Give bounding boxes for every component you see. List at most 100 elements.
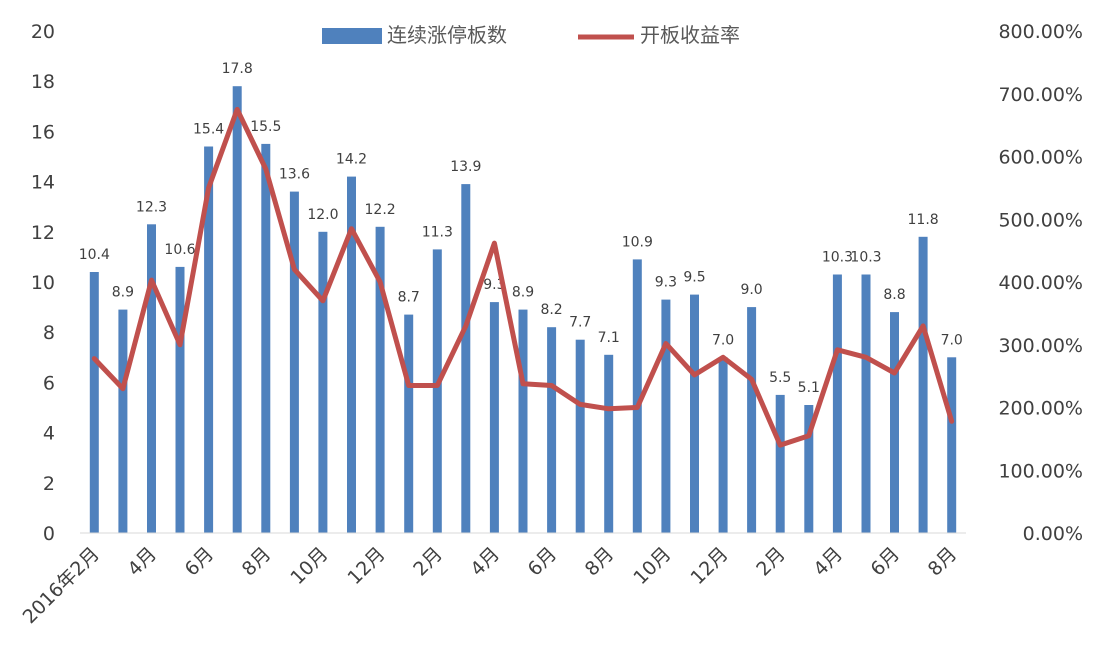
bar <box>432 249 442 533</box>
bar <box>489 302 499 533</box>
left-axis-tick-label: 14 <box>31 172 55 194</box>
bar-value-label: 10.9 <box>622 234 653 250</box>
bar-value-label: 7.1 <box>598 330 620 346</box>
left-axis-tick-label: 4 <box>43 423 55 445</box>
left-axis-tick-label: 0 <box>43 523 55 545</box>
x-axis-tick-label: 6月 <box>866 543 904 581</box>
right-axis-tick-label: 100.00% <box>998 460 1083 482</box>
bar <box>347 176 356 533</box>
x-axis-tick-label: 10月 <box>286 543 332 589</box>
x-axis-tick-label: 4月 <box>809 543 847 581</box>
bar <box>147 224 156 534</box>
right-axis-tick-label: 400.00% <box>998 272 1083 294</box>
bar-value-label: 8.2 <box>540 302 562 318</box>
bar <box>661 299 671 533</box>
bar <box>547 327 557 533</box>
bar-value-label: 10.4 <box>79 247 110 263</box>
x-axis-tick-label: 8月 <box>238 543 276 581</box>
bar-value-label: 5.1 <box>798 380 820 396</box>
x-axis: 2016年2月 4月 6月 8月 10月 12月 2月 4月 6月 8月 10月 12月 2月 4月 6月 8… <box>19 532 966 628</box>
bar <box>118 309 128 533</box>
x-axis-tick-label: 4月 <box>466 543 504 581</box>
x-axis-tick-label: 2月 <box>752 543 790 581</box>
bar-value-label: 8.9 <box>112 285 134 301</box>
bar <box>318 231 328 534</box>
right-axis-tick-label: 600.00% <box>998 147 1083 169</box>
legend: 连续涨停板数 开板收益率 <box>322 23 740 47</box>
line-series <box>91 106 955 448</box>
x-axis-tick-label: 10月 <box>629 543 675 589</box>
legend-label-bar: 连续涨停板数 <box>387 23 507 47</box>
bar-value-label: 15.4 <box>193 122 224 138</box>
bar-value-label: 8.7 <box>398 290 420 306</box>
bar-value-label: 7.7 <box>569 315 591 331</box>
bar <box>518 309 528 533</box>
bar-value-label: 12.2 <box>365 202 396 218</box>
right-axis: 0.00% 100.00% 200.00% 300.00% 400.00% 500.00%… <box>998 21 1083 545</box>
bar <box>747 307 757 533</box>
bar <box>404 314 414 533</box>
bar-value-label: 15.5 <box>250 119 281 135</box>
x-axis-tick-label: 4月 <box>123 543 161 581</box>
bar <box>604 354 614 533</box>
bar <box>804 405 814 533</box>
bar-value-label: 14.2 <box>336 152 367 168</box>
bar-value-label: 10.3 <box>850 250 881 266</box>
bar <box>289 191 299 533</box>
bar-value-label: 11.8 <box>908 212 939 228</box>
right-axis-tick-label: 300.00% <box>998 335 1083 357</box>
bar-value-label: 12.3 <box>136 199 167 215</box>
left-axis-tick-label: 6 <box>43 372 55 394</box>
bar <box>890 312 899 533</box>
right-axis-tick-label: 500.00% <box>998 209 1083 231</box>
bar <box>89 272 99 533</box>
bar <box>690 294 699 533</box>
bar <box>918 236 928 534</box>
bar <box>832 274 842 533</box>
left-axis-tick-label: 8 <box>43 322 55 344</box>
bar <box>718 357 728 533</box>
bar-value-label: 5.5 <box>769 370 791 386</box>
x-axis-tick-label: 2月 <box>409 543 447 581</box>
right-axis-tick-label: 700.00% <box>998 84 1083 106</box>
bar-value-label: 11.3 <box>422 224 453 240</box>
bar <box>261 143 271 533</box>
bar-value-label: 8.8 <box>883 287 905 303</box>
line-path <box>91 106 955 448</box>
bar <box>175 266 185 533</box>
x-axis-tick-label: 6月 <box>181 543 219 581</box>
bar <box>375 226 385 534</box>
bar-data-labels: 10.4 8.9 12.3 10.6 15.4 17.8 15.5 13.6 12.0 14.2 1… <box>79 61 963 396</box>
bar <box>861 274 871 533</box>
bar-value-label: 10.3 <box>822 250 853 266</box>
bar-value-label: 9.3 <box>655 275 677 291</box>
bar-value-label: 17.8 <box>222 61 253 77</box>
bar-value-label: 8.9 <box>512 285 534 301</box>
bar <box>204 146 214 533</box>
bar-value-label: 7.0 <box>941 332 963 348</box>
legend-swatch-bar <box>322 28 382 44</box>
x-axis-tick-label: 8月 <box>581 543 619 581</box>
bar-value-label: 13.9 <box>450 159 481 175</box>
x-axis-tick-label: 12月 <box>687 543 733 589</box>
left-axis-tick-label: 2 <box>43 473 55 495</box>
right-axis-tick-label: 800.00% <box>998 21 1083 43</box>
bar <box>947 357 957 533</box>
bar-series <box>89 86 957 534</box>
right-axis-tick-label: 200.00% <box>998 398 1083 420</box>
x-axis-tick-label: 8月 <box>924 543 962 581</box>
legend-label-line: 开板收益率 <box>640 23 740 47</box>
left-axis-tick-label: 10 <box>31 272 55 294</box>
bar-value-label: 9.5 <box>683 270 705 286</box>
bar <box>775 394 785 533</box>
left-axis-tick-label: 12 <box>31 222 55 244</box>
bar <box>232 86 242 533</box>
bar <box>575 339 585 533</box>
x-axis-tick-label: 2016年2月 <box>19 543 104 628</box>
left-axis-tick-label: 18 <box>31 71 55 93</box>
left-axis-tick-label: 20 <box>31 21 55 43</box>
x-axis-tick-label: 12月 <box>344 543 390 589</box>
bar-value-label: 12.0 <box>307 207 338 223</box>
bar <box>461 184 471 533</box>
